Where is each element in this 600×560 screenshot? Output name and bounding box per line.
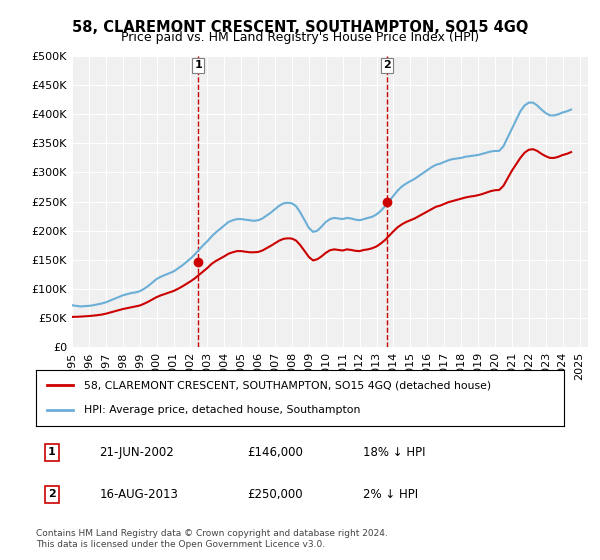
- Text: 2% ↓ HPI: 2% ↓ HPI: [364, 488, 418, 501]
- Text: 1: 1: [48, 447, 56, 457]
- Text: 18% ↓ HPI: 18% ↓ HPI: [364, 446, 426, 459]
- Text: 2: 2: [383, 60, 391, 71]
- Text: £250,000: £250,000: [247, 488, 303, 501]
- Text: 1: 1: [194, 60, 202, 71]
- Text: HPI: Average price, detached house, Southampton: HPI: Average price, detached house, Sout…: [83, 405, 360, 415]
- Text: Contains HM Land Registry data © Crown copyright and database right 2024.
This d: Contains HM Land Registry data © Crown c…: [36, 529, 388, 549]
- Text: 58, CLAREMONT CRESCENT, SOUTHAMPTON, SO15 4GQ (detached house): 58, CLAREMONT CRESCENT, SOUTHAMPTON, SO1…: [83, 380, 491, 390]
- Text: £146,000: £146,000: [247, 446, 303, 459]
- Text: 16-AUG-2013: 16-AUG-2013: [100, 488, 178, 501]
- Text: Price paid vs. HM Land Registry's House Price Index (HPI): Price paid vs. HM Land Registry's House …: [121, 31, 479, 44]
- Text: 21-JUN-2002: 21-JUN-2002: [100, 446, 174, 459]
- Text: 2: 2: [48, 489, 56, 499]
- Text: 58, CLAREMONT CRESCENT, SOUTHAMPTON, SO15 4GQ: 58, CLAREMONT CRESCENT, SOUTHAMPTON, SO1…: [72, 20, 528, 35]
